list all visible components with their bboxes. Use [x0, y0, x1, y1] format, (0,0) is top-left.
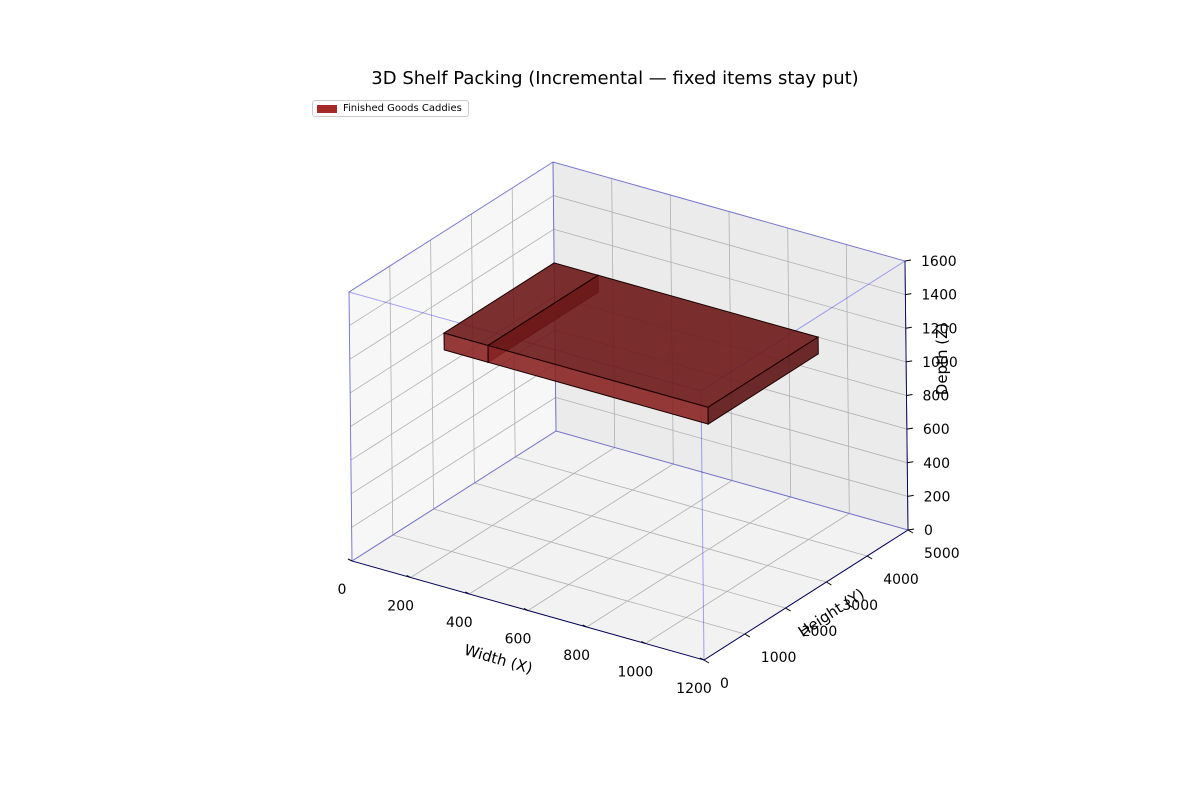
chart-title: 3D Shelf Packing (Incremental — fixed it…: [371, 68, 859, 89]
grid-line-z: [348, 161, 906, 293]
x-tick: [641, 641, 646, 644]
x-tick-label: 1000: [618, 665, 654, 681]
y-tick: [785, 607, 791, 612]
shelf-wireframe-edge: [555, 430, 909, 531]
y-tick-label: 2000: [802, 624, 838, 640]
shelf-wireframe-edge: [552, 161, 906, 262]
z-tick-label: 800: [923, 389, 950, 405]
x-tick: [699, 657, 705, 661]
shelf-wireframe-edge: [351, 560, 705, 661]
grid-line-z: [349, 195, 906, 326]
x-tick-label: 800: [563, 648, 590, 664]
z-tick: [905, 293, 912, 296]
grid-line-z: [351, 430, 909, 562]
z-tick-label: 1000: [922, 355, 958, 371]
z-tick: [907, 461, 914, 464]
y-tick-label: 4000: [883, 572, 919, 588]
x-tick-label: 200: [387, 599, 414, 615]
shelf-wireframe-edge: [700, 390, 705, 661]
y-tick-label: 5000: [924, 546, 960, 562]
z-tick: [905, 326, 912, 329]
shelf-wireframe-edge: [904, 260, 909, 531]
z-tick: [906, 394, 913, 396]
z-tick-label: 400: [923, 456, 950, 472]
x-tick: [465, 591, 470, 595]
z-tick-label: 200: [924, 489, 951, 505]
z-axis-label: Depth (Z): [933, 323, 951, 395]
y-tick-label: 0: [720, 676, 729, 692]
x-tick-label: 1200: [676, 681, 712, 697]
x-tick: [582, 624, 587, 628]
y-tick: [703, 659, 710, 664]
grid-line-z: [351, 396, 908, 528]
z-tick-label: 1600: [921, 254, 957, 270]
z-tick: [906, 427, 913, 430]
z-tick-label: 1200: [922, 321, 958, 337]
z-tick-label: 600: [923, 422, 950, 438]
x-tick: [523, 608, 529, 611]
y-tick-label: 3000: [842, 598, 878, 614]
z-tick: [904, 259, 912, 262]
box-1-side-face: [707, 336, 819, 426]
legend: Finished Goods Caddies: [312, 100, 469, 117]
x-tick-label: 400: [446, 615, 473, 631]
z-tick: [906, 360, 913, 363]
y-tick: [826, 581, 832, 586]
x-tick: [406, 575, 411, 578]
shelf-wireframe-edge: [348, 161, 554, 293]
y-axis-line: [703, 529, 909, 661]
shelf-wireframe-edge: [348, 291, 353, 562]
legend-label-finished-goods-caddies: Finished Goods Caddies: [343, 103, 462, 114]
z-tick: [907, 494, 914, 497]
y-tick: [907, 529, 914, 534]
y-tick: [866, 555, 873, 560]
shelf-wireframe-edge: [703, 529, 909, 661]
z-tick: [907, 528, 915, 531]
x-tick-label: 0: [338, 582, 347, 598]
z-tick-label: 0: [924, 523, 933, 539]
grid-line-z: [349, 228, 906, 360]
x-tick: [347, 558, 353, 562]
shelf-wireframe-edge: [351, 430, 557, 562]
legend-swatch-finished-goods-caddies: [317, 104, 337, 113]
x-tick-label: 600: [505, 632, 532, 648]
y-tick: [744, 633, 751, 638]
z-tick-label: 1400: [921, 288, 957, 304]
y-tick-label: 1000: [761, 650, 797, 666]
